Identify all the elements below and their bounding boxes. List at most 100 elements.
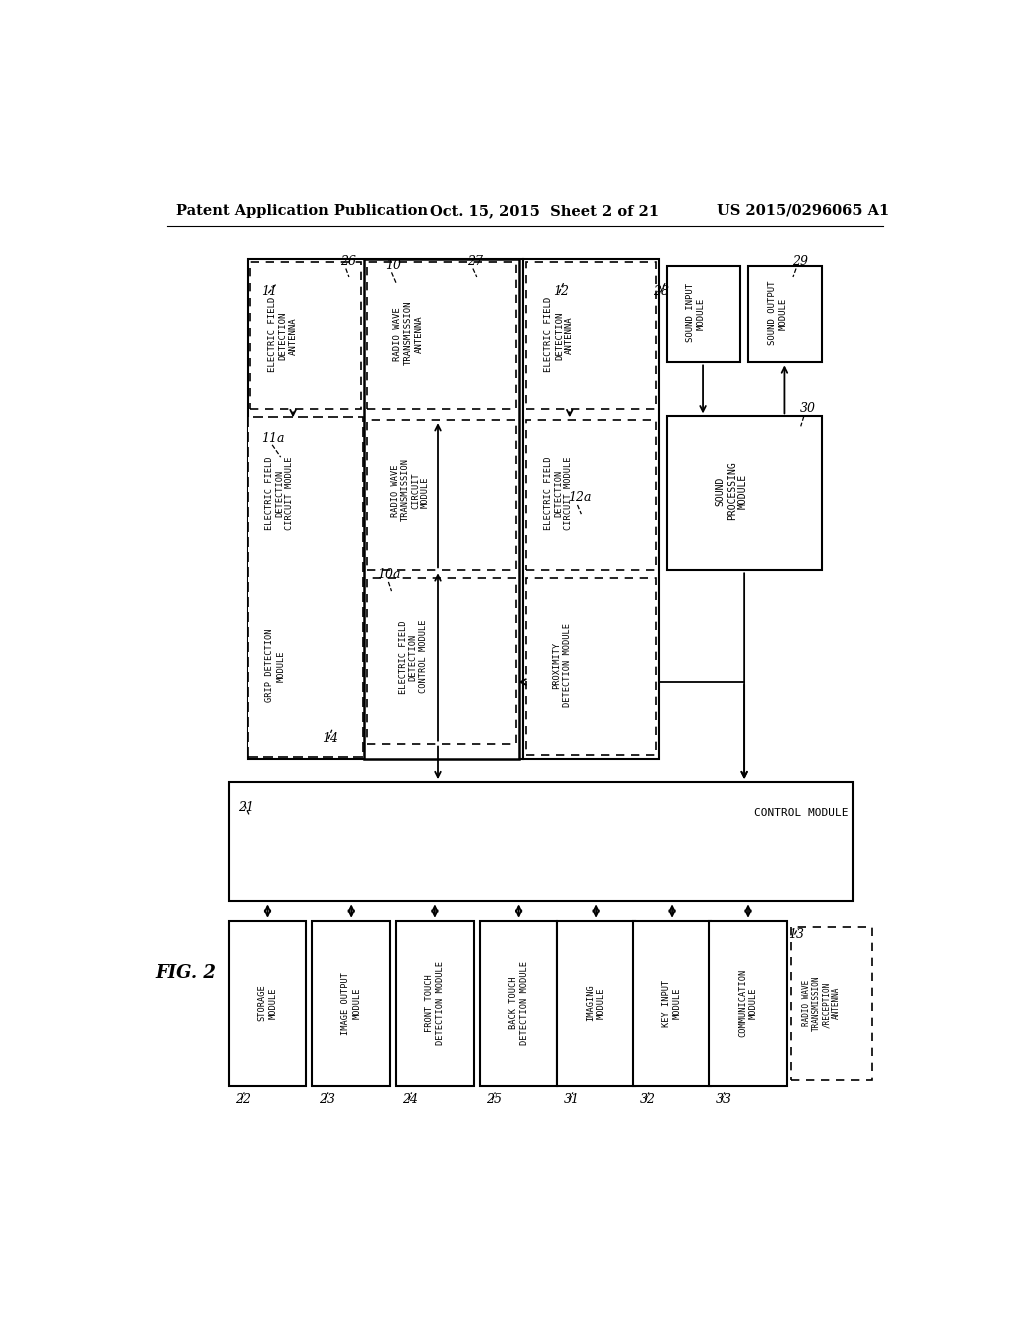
Text: RADIO WAVE: RADIO WAVE	[393, 308, 402, 360]
Text: BACK TOUCH: BACK TOUCH	[509, 977, 518, 1030]
Text: ANTENNA: ANTENNA	[831, 987, 841, 1019]
Text: COMMUNICATION: COMMUNICATION	[738, 969, 748, 1038]
Text: 10a: 10a	[378, 568, 401, 581]
Text: ELECTRIC FIELD: ELECTRIC FIELD	[268, 296, 278, 372]
Text: ELECTRIC FIELD: ELECTRIC FIELD	[398, 620, 408, 694]
Text: DETECTION: DETECTION	[555, 312, 564, 359]
Text: US 2015/0296065 A1: US 2015/0296065 A1	[717, 203, 889, 218]
Text: ELECTRIC FIELD: ELECTRIC FIELD	[545, 457, 553, 531]
Text: CIRCUIT MODULE: CIRCUIT MODULE	[564, 457, 573, 531]
Bar	[251, 420, 360, 570]
Bar	[667, 416, 821, 570]
Text: 10: 10	[385, 259, 401, 272]
Text: MODULE: MODULE	[421, 477, 430, 508]
Text: ELECTRIC FIELD: ELECTRIC FIELD	[265, 457, 274, 531]
Text: MODULE: MODULE	[778, 298, 787, 330]
Text: MODULE: MODULE	[673, 987, 682, 1019]
Text: 11a: 11a	[261, 432, 285, 445]
Text: 22: 22	[234, 1093, 251, 1106]
Text: CONTROL MODULE: CONTROL MODULE	[419, 619, 428, 693]
Text: /RECEPTION: /RECEPTION	[822, 982, 830, 1028]
Text: IMAGE OUTPUT: IMAGE OUTPUT	[341, 972, 350, 1035]
Text: DETECTION MODULE: DETECTION MODULE	[436, 961, 444, 1045]
Bar	[667, 267, 740, 363]
Text: FRONT TOUCH: FRONT TOUCH	[425, 974, 434, 1032]
Text: 11: 11	[261, 285, 278, 298]
Text: 14: 14	[323, 733, 339, 744]
Text: CIRCUIT MODULE: CIRCUIT MODULE	[286, 457, 295, 531]
Text: SOUND: SOUND	[716, 477, 726, 506]
Bar	[396, 921, 474, 1086]
Text: MODULE: MODULE	[749, 987, 758, 1019]
Text: STORAGE: STORAGE	[258, 985, 266, 1022]
Bar	[367, 420, 515, 570]
Text: IMAGING: IMAGING	[586, 985, 595, 1022]
Text: 29: 29	[793, 255, 808, 268]
Bar	[710, 921, 786, 1086]
Text: CONTROL MODULE: CONTROL MODULE	[755, 808, 849, 818]
Text: RADIO WAVE: RADIO WAVE	[391, 465, 400, 517]
Text: 21: 21	[238, 801, 254, 814]
Text: DETECTION: DETECTION	[275, 470, 285, 517]
Text: DETECTION: DETECTION	[409, 634, 418, 681]
Bar	[791, 927, 872, 1080]
Text: 27: 27	[467, 255, 482, 268]
Bar	[557, 921, 635, 1086]
Text: 23: 23	[318, 1093, 335, 1106]
Text: MODULE: MODULE	[352, 987, 361, 1019]
Text: 32: 32	[640, 1093, 655, 1106]
Text: SOUND INPUT: SOUND INPUT	[686, 282, 695, 342]
Text: TRANSMISSION: TRANSMISSION	[812, 975, 820, 1031]
Bar	[365, 259, 519, 759]
Text: ANTENNA: ANTENNA	[415, 315, 424, 352]
Bar	[248, 259, 523, 759]
Bar	[251, 578, 360, 755]
Text: FIG. 2: FIG. 2	[156, 964, 216, 982]
Bar	[367, 578, 515, 743]
Text: DETECTION MODULE: DETECTION MODULE	[563, 623, 572, 708]
Text: 12a: 12a	[568, 491, 592, 504]
Bar	[480, 921, 557, 1086]
Text: 28: 28	[653, 285, 670, 298]
Text: 30: 30	[800, 403, 816, 416]
Text: RADIO WAVE: RADIO WAVE	[802, 979, 811, 1026]
Text: ANTENNA: ANTENNA	[289, 317, 298, 355]
Bar	[248, 417, 362, 758]
Text: 13: 13	[788, 928, 804, 941]
Bar	[633, 921, 711, 1086]
Text: MODULE: MODULE	[276, 651, 285, 682]
Bar	[525, 578, 655, 755]
Text: KEY INPUT: KEY INPUT	[663, 979, 671, 1027]
Text: TRANSMISSION: TRANSMISSION	[404, 300, 413, 364]
Bar	[525, 420, 655, 570]
Text: MODULE: MODULE	[697, 298, 706, 330]
Text: TRANSMISSION: TRANSMISSION	[401, 458, 410, 521]
Text: ELECTRIC FIELD: ELECTRIC FIELD	[545, 296, 553, 372]
Bar	[312, 921, 390, 1086]
Bar	[251, 261, 360, 409]
Bar	[523, 259, 658, 759]
Text: DETECTION MODULE: DETECTION MODULE	[519, 961, 528, 1045]
Text: ANTENNA: ANTENNA	[565, 315, 574, 354]
Text: PROXIMITY: PROXIMITY	[552, 642, 561, 689]
Text: DETECTION: DETECTION	[554, 470, 563, 517]
Text: SOUND OUTPUT: SOUND OUTPUT	[768, 280, 776, 345]
Text: PROCESSING: PROCESSING	[727, 462, 736, 520]
Text: MODULE: MODULE	[597, 987, 606, 1019]
Bar	[228, 781, 853, 902]
Bar	[367, 261, 515, 409]
Text: DETECTION: DETECTION	[279, 312, 288, 359]
Text: 25: 25	[486, 1093, 502, 1106]
Bar	[525, 261, 655, 409]
Text: Oct. 15, 2015  Sheet 2 of 21: Oct. 15, 2015 Sheet 2 of 21	[430, 203, 659, 218]
Text: 31: 31	[563, 1093, 580, 1106]
Text: Patent Application Publication: Patent Application Publication	[176, 203, 428, 218]
Bar	[228, 921, 306, 1086]
Text: CIRCUIT: CIRCUIT	[411, 473, 420, 510]
Text: 33: 33	[716, 1093, 731, 1106]
Text: 12: 12	[553, 285, 568, 298]
Text: 26: 26	[340, 255, 356, 268]
Text: MODULE: MODULE	[268, 987, 278, 1019]
Text: GRIP DETECTION: GRIP DETECTION	[265, 628, 274, 702]
Text: 24: 24	[402, 1093, 419, 1106]
